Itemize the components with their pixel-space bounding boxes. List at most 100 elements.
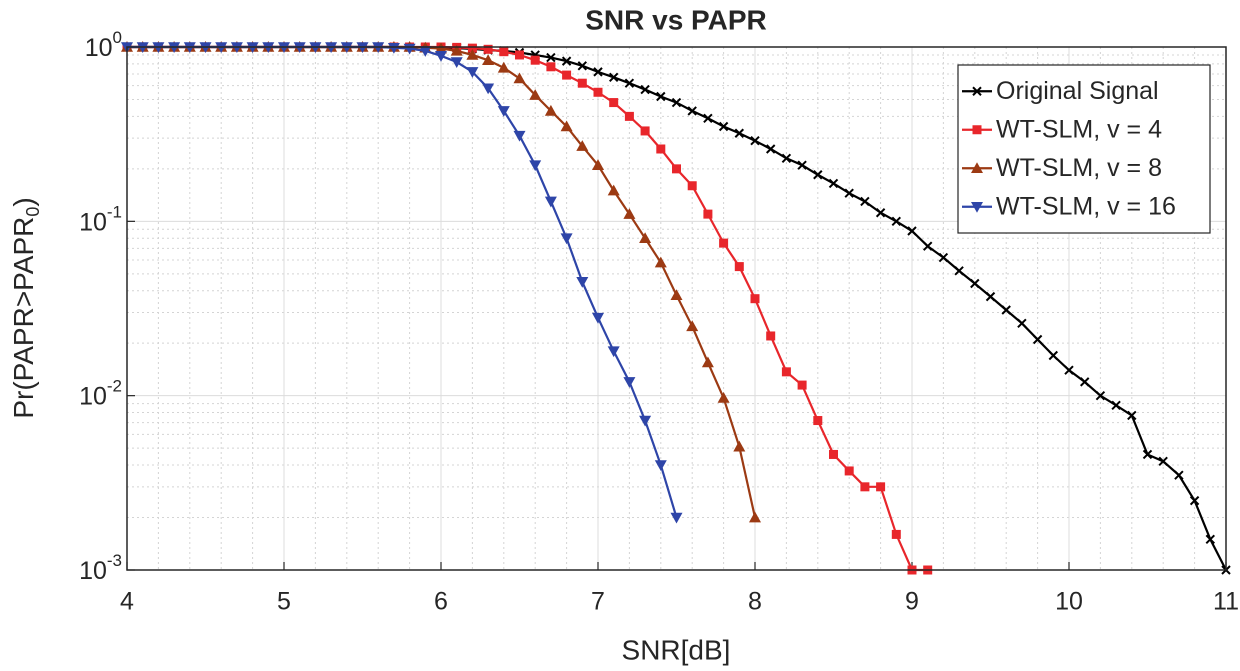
y-tick-label: 100 [85,28,122,61]
marker [844,188,854,198]
marker [781,153,792,163]
marker [1111,400,1121,411]
marker [1205,534,1216,545]
y-tick-label: 10-2 [79,377,122,410]
marker [466,48,479,60]
marker [482,54,495,66]
marker [1048,350,1059,361]
marker [671,97,682,108]
marker [891,216,902,227]
legend-label: WT-SLM, v = 16 [996,192,1176,220]
marker [609,98,619,108]
chart-title: SNR vs PAPR [585,4,767,35]
marker [466,67,479,78]
marker [797,160,807,170]
marker [797,380,807,390]
ticks: 4 5 6 7 8 9 10 11 10-3 10-2 10-1 100 [79,28,1239,615]
x-tick-label: 10 [1055,588,1083,616]
marker [828,178,839,189]
x-tick-label: 8 [748,588,762,616]
legend-box [957,64,1211,234]
marker [608,72,619,83]
marker [670,289,683,300]
marker [1127,410,1137,421]
marker [985,291,996,302]
marker [703,113,713,123]
marker [593,87,603,97]
y-label-main: Pr(PAPR>PAPR [8,217,39,419]
marker [483,44,493,54]
marker [1001,305,1011,315]
marker [562,70,572,80]
marker [515,50,524,60]
legend-label: WT-SLM, v = 8 [996,154,1162,182]
marker [560,233,573,245]
marker [529,160,542,172]
marker [844,466,854,476]
marker [623,208,636,219]
marker [750,294,760,304]
marker [922,241,933,251]
marker [639,232,652,244]
marker [954,266,964,276]
marker [497,61,510,73]
marker [592,159,604,170]
marker [592,312,604,324]
marker [701,356,714,368]
marker [435,51,447,62]
marker [1174,470,1184,480]
marker [813,170,823,180]
marker [1017,318,1027,329]
marker [624,78,635,88]
marker [813,416,823,426]
marker [938,252,949,263]
marker [529,89,542,100]
x-tick-label: 7 [591,588,605,616]
marker [891,529,901,539]
marker [576,276,589,288]
marker [687,181,697,191]
marker [1189,495,1200,506]
marker [607,346,620,358]
y-label-end: ) [8,197,39,206]
marker [640,84,650,95]
marker [971,162,983,174]
marker [656,91,666,102]
marker [544,104,557,116]
marker [654,256,667,268]
marker [546,52,556,63]
marker [686,320,699,332]
marker [546,62,556,72]
marker [703,209,713,219]
x-tick-label: 4 [120,588,134,616]
marker [718,121,729,132]
marker [513,72,526,84]
marker [970,278,980,289]
x-tick-label: 11 [1213,588,1239,616]
marker [1158,456,1168,467]
marker [530,55,540,65]
marker [577,78,587,88]
marker [560,120,573,132]
marker [719,238,729,248]
marker [576,140,589,151]
marker [467,43,477,53]
marker [544,196,557,208]
legend-label: WT-SLM, v = 4 [996,115,1162,143]
marker [513,130,526,142]
marker [907,226,917,236]
marker [623,377,636,388]
marker [1095,390,1106,401]
marker [387,42,400,54]
marker [672,164,681,174]
marker [733,440,746,452]
marker [765,144,776,154]
y-tick-label: 10-3 [79,551,122,584]
marker [482,83,495,95]
marker [639,415,652,427]
x-tick-label: 6 [434,588,448,616]
marker [419,46,432,57]
marker [435,42,447,54]
marker [670,512,683,524]
